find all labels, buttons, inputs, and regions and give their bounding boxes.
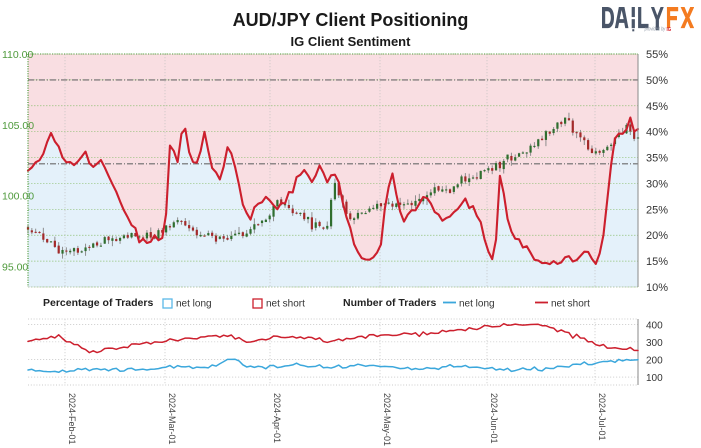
svg-text:2024-Jul-01: 2024-Jul-01 [597, 393, 607, 441]
svg-text:55%: 55% [646, 49, 668, 61]
svg-text:2024-Mar-01: 2024-Mar-01 [167, 393, 177, 445]
svg-text:10%: 10% [646, 282, 668, 294]
svg-text:2024-Jun-01: 2024-Jun-01 [489, 393, 499, 444]
svg-text:100.00: 100.00 [2, 191, 34, 203]
svg-text:net short: net short [266, 299, 305, 310]
svg-text:Percentage of Traders: Percentage of Traders [43, 297, 153, 309]
svg-text:30%: 30% [646, 178, 668, 190]
svg-text:net short: net short [551, 299, 590, 310]
svg-text:25%: 25% [646, 204, 668, 216]
svg-text:net long: net long [176, 299, 212, 310]
svg-text:100: 100 [646, 373, 663, 384]
svg-text:400: 400 [646, 320, 663, 331]
svg-text:300: 300 [646, 338, 663, 349]
svg-text:2024-Apr-01: 2024-Apr-01 [272, 393, 282, 443]
svg-text:110.00: 110.00 [2, 49, 33, 61]
svg-text:35%: 35% [646, 153, 668, 165]
svg-text:45%: 45% [646, 101, 668, 113]
svg-text:105.00: 105.00 [2, 120, 34, 132]
svg-text:15%: 15% [646, 256, 668, 268]
svg-text:200: 200 [646, 355, 663, 366]
svg-text:95.00: 95.00 [2, 261, 28, 273]
svg-text:50%: 50% [646, 75, 668, 87]
svg-text:40%: 40% [646, 127, 668, 139]
svg-text:net long: net long [459, 299, 495, 310]
svg-text:2024-May-01: 2024-May-01 [382, 393, 392, 446]
svg-text:20%: 20% [646, 230, 668, 242]
svg-text:2024-Feb-01: 2024-Feb-01 [67, 393, 77, 445]
svg-text:Number of Traders: Number of Traders [343, 297, 437, 309]
